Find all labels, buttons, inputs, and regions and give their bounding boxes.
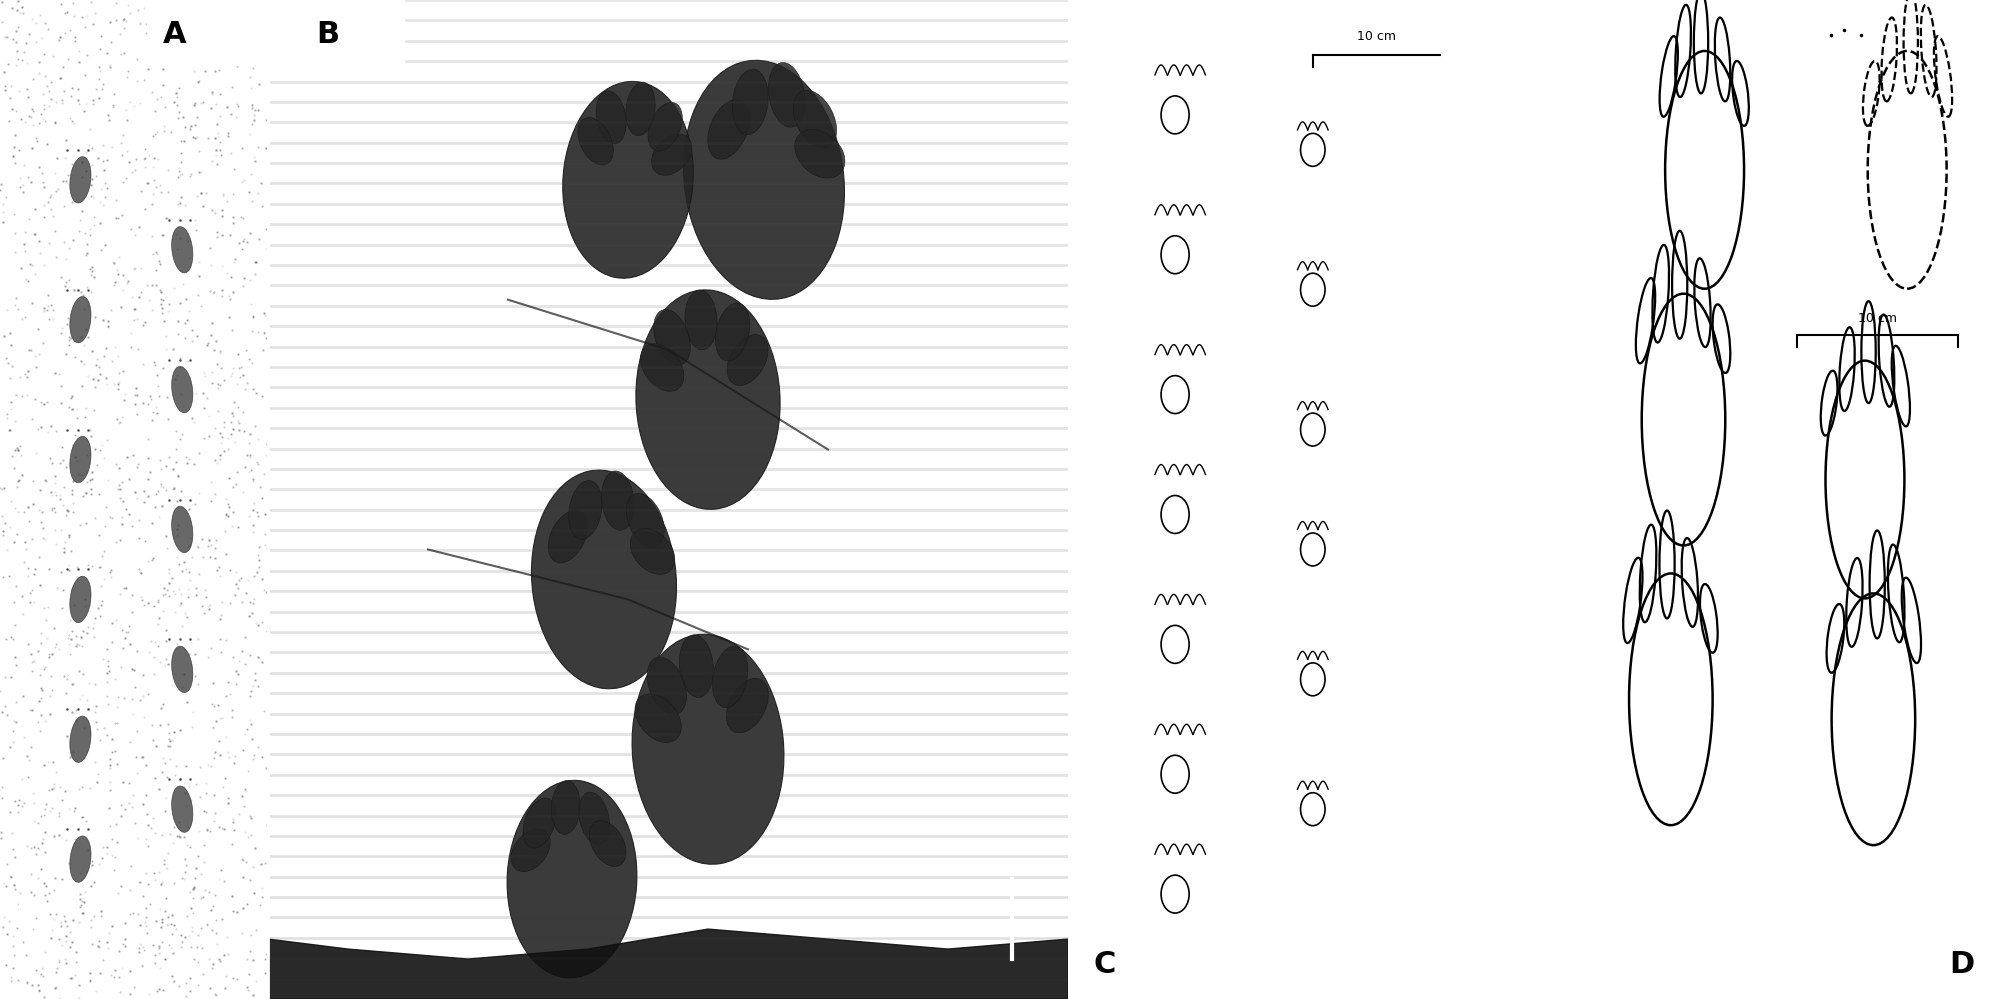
Ellipse shape: [602, 471, 634, 530]
Text: 10 cm: 10 cm: [1858, 312, 1898, 325]
Ellipse shape: [684, 290, 718, 350]
Ellipse shape: [172, 227, 192, 273]
Ellipse shape: [532, 471, 676, 688]
Ellipse shape: [70, 157, 92, 203]
Ellipse shape: [172, 786, 192, 832]
Text: A: A: [162, 20, 186, 50]
Polygon shape: [268, 929, 1068, 999]
Ellipse shape: [684, 60, 844, 300]
Text: C: C: [1094, 950, 1116, 979]
Ellipse shape: [590, 820, 626, 866]
Ellipse shape: [716, 303, 750, 361]
FancyBboxPatch shape: [148, 0, 268, 65]
Ellipse shape: [508, 780, 636, 978]
Ellipse shape: [680, 634, 714, 697]
Ellipse shape: [596, 91, 626, 144]
Ellipse shape: [524, 798, 556, 848]
Ellipse shape: [172, 506, 192, 552]
Ellipse shape: [794, 130, 844, 178]
Ellipse shape: [640, 344, 684, 392]
Ellipse shape: [70, 576, 92, 622]
Ellipse shape: [70, 836, 92, 882]
Text: D: D: [1950, 950, 1974, 979]
Ellipse shape: [648, 103, 682, 151]
Ellipse shape: [578, 792, 610, 844]
Text: 10 cm: 10 cm: [1358, 30, 1396, 43]
Ellipse shape: [70, 716, 92, 762]
Ellipse shape: [726, 678, 768, 733]
Ellipse shape: [70, 437, 92, 483]
Ellipse shape: [172, 367, 192, 413]
Ellipse shape: [794, 90, 836, 148]
Ellipse shape: [708, 100, 750, 159]
Ellipse shape: [172, 646, 192, 692]
Ellipse shape: [70, 297, 92, 343]
Ellipse shape: [652, 134, 692, 175]
Ellipse shape: [728, 335, 768, 386]
Ellipse shape: [630, 528, 674, 574]
Ellipse shape: [632, 634, 784, 864]
Ellipse shape: [552, 780, 580, 834]
Ellipse shape: [626, 494, 664, 547]
Ellipse shape: [512, 829, 550, 871]
Text: B: B: [316, 20, 340, 50]
Ellipse shape: [626, 82, 656, 136]
Ellipse shape: [636, 290, 780, 509]
Ellipse shape: [562, 81, 694, 279]
Ellipse shape: [548, 510, 588, 562]
Ellipse shape: [568, 481, 602, 539]
Ellipse shape: [648, 657, 686, 714]
Ellipse shape: [768, 63, 806, 127]
Ellipse shape: [634, 693, 682, 742]
Ellipse shape: [654, 310, 690, 365]
Ellipse shape: [732, 69, 768, 135]
FancyBboxPatch shape: [260, 0, 404, 65]
Ellipse shape: [712, 646, 748, 707]
Ellipse shape: [578, 118, 614, 165]
